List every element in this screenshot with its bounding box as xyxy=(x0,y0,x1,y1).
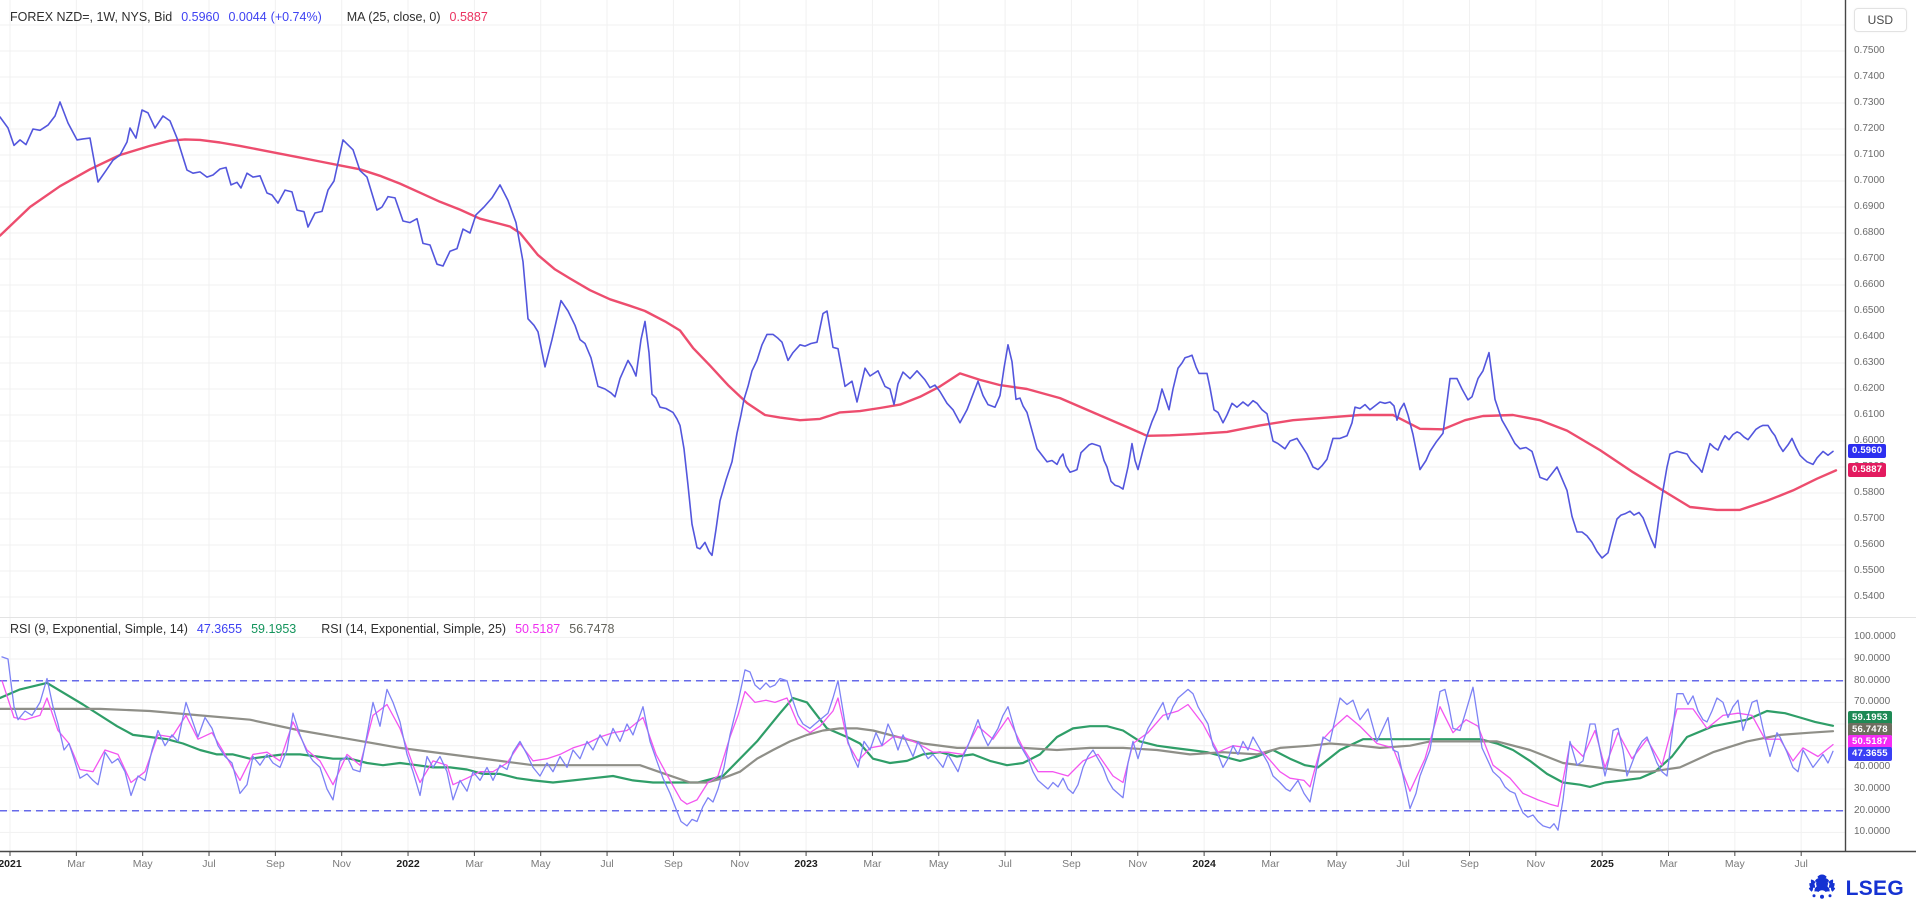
ma-legend-value: 0.5887 xyxy=(449,10,488,24)
x-axis-label: Mar xyxy=(1261,858,1280,870)
rsi-value-badge-0: 59.1953 xyxy=(1848,711,1892,725)
price-change-percent: (+0.74%) xyxy=(270,10,322,24)
rsi-axis-label: 100.0000 xyxy=(1854,631,1896,643)
ma-price-badge: 0.5887 xyxy=(1848,462,1887,477)
price-change-value: 0.0044 xyxy=(228,10,267,24)
rsi-axis-label: 90.0000 xyxy=(1854,653,1891,665)
rsi9-legend-label[interactable]: RSI (9, Exponential, Simple, 14) xyxy=(10,622,188,636)
price-axis-label: 0.5400 xyxy=(1854,591,1885,602)
price-legend[interactable]: FOREX NZD=, 1W, NYS, Bid 0.5960 0.0044 (… xyxy=(10,10,488,24)
x-axis-label-year: 2024 xyxy=(1192,858,1216,870)
rsi14-value: 50.5187 xyxy=(515,622,561,636)
x-axis-label-year: 2025 xyxy=(1590,858,1614,870)
rsi-value-badge-3: 47.3655 xyxy=(1848,747,1892,761)
price-axis-label: 0.7200 xyxy=(1854,123,1885,134)
x-axis-label: Sep xyxy=(1460,858,1479,870)
price-axis-label: 0.5500 xyxy=(1854,565,1885,576)
x-axis-label: May xyxy=(1724,858,1745,870)
rsi-axis-label: 40.0000 xyxy=(1854,761,1891,773)
lseg-brand-text: LSEG xyxy=(1845,876,1904,900)
price-axis-label: 0.6400 xyxy=(1854,331,1885,342)
ma-legend-label[interactable]: MA (25, close, 0) xyxy=(346,10,441,24)
x-axis-label: Jul xyxy=(998,858,1012,870)
bid-price-badge: 0.5960 xyxy=(1848,443,1887,458)
price-axis-label: 0.6700 xyxy=(1854,253,1885,264)
x-axis-label-year: 2023 xyxy=(794,858,818,870)
price-axis-label: 0.7100 xyxy=(1854,149,1885,160)
x-axis-label: Nov xyxy=(332,858,352,870)
x-axis-label-year: 2022 xyxy=(396,858,420,870)
currency-selector[interactable]: USD xyxy=(1853,8,1907,32)
x-axis-label: Jul xyxy=(1794,858,1808,870)
price-axis-label: 0.6000 xyxy=(1854,435,1885,446)
rsi-axis-label: 80.0000 xyxy=(1854,674,1891,686)
rsi-legend[interactable]: RSI (9, Exponential, Simple, 14) 47.3655… xyxy=(10,622,614,636)
price-axis-label: 0.7400 xyxy=(1854,71,1885,82)
price-axis-label: 0.7000 xyxy=(1854,175,1885,186)
rsi-axis-label: 20.0000 xyxy=(1854,804,1891,816)
x-axis-label: Sep xyxy=(266,858,285,870)
price-axis-label: 0.7300 xyxy=(1854,97,1885,108)
instrument-title[interactable]: FOREX NZD=, 1W, NYS, Bid xyxy=(10,10,173,24)
rsi14-legend-label[interactable]: RSI (14, Exponential, Simple, 25) xyxy=(321,622,507,636)
price-axis-label: 0.6100 xyxy=(1854,409,1885,420)
rsi9-value: 47.3655 xyxy=(196,622,243,636)
price-axis-label: 0.6800 xyxy=(1854,227,1885,238)
x-axis-label: Mar xyxy=(67,858,86,870)
x-axis-label-year: 2021 xyxy=(0,858,22,870)
x-axis-label: May xyxy=(1326,858,1347,870)
x-axis-label: May xyxy=(530,858,551,870)
price-axis-label: 0.6600 xyxy=(1854,279,1885,290)
rsi-value-badge-2: 50.5187 xyxy=(1848,735,1892,749)
price-axis-label: 0.5600 xyxy=(1854,539,1885,550)
x-axis-label: Sep xyxy=(1062,858,1081,870)
x-axis-label: May xyxy=(132,858,153,870)
price-axis-label: 0.6900 xyxy=(1854,201,1885,212)
rsi9-ma-line xyxy=(0,681,1835,789)
rsi9-line xyxy=(1,656,1834,831)
x-axis-label: Nov xyxy=(1128,858,1148,870)
x-axis-label: Sep xyxy=(664,858,683,870)
rsi-axis-label: 10.0000 xyxy=(1854,826,1891,838)
x-axis-label: Nov xyxy=(1526,858,1546,870)
rsi14-ma-line xyxy=(0,707,1835,784)
bid-line xyxy=(0,101,1834,559)
rsi-axis-label: 30.0000 xyxy=(1854,783,1891,795)
ma-line xyxy=(0,138,1838,512)
x-axis-label: Mar xyxy=(863,858,882,870)
rsi9-ma-value: 59.1953 xyxy=(251,622,297,636)
price-axis-label: 0.6500 xyxy=(1854,305,1885,316)
rsi14-ma-value: 56.7478 xyxy=(569,622,615,636)
price-axis-label: 0.6200 xyxy=(1854,383,1885,394)
lseg-logo: LSEG xyxy=(1804,872,1904,905)
x-axis-label: Mar xyxy=(465,858,484,870)
x-axis-label: May xyxy=(928,858,949,870)
x-axis-label: Mar xyxy=(1659,858,1678,870)
rsi-value-badge-1: 56.7478 xyxy=(1848,723,1892,737)
x-axis-label: Jul xyxy=(202,858,216,870)
price-axis-label: 0.6300 xyxy=(1854,357,1885,368)
price-axis-label: 0.5800 xyxy=(1854,487,1885,498)
x-axis-label: Nov xyxy=(730,858,750,870)
x-axis-label: Jul xyxy=(600,858,614,870)
x-axis-label: Jul xyxy=(1396,858,1410,870)
price-axis-label: 0.5700 xyxy=(1854,513,1885,524)
last-price-value: 0.5960 xyxy=(181,10,220,24)
price-axis-label: 0.7500 xyxy=(1854,45,1885,56)
rsi-axis-label: 70.0000 xyxy=(1854,696,1891,708)
lseg-crest-icon xyxy=(1804,872,1840,905)
